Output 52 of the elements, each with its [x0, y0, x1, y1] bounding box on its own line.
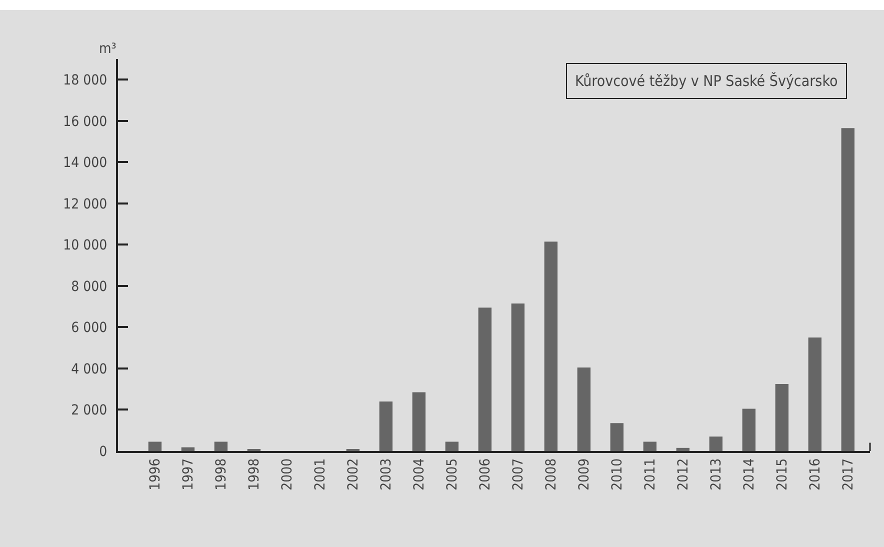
x-tick-label: 2007 — [510, 458, 526, 490]
x-tick-label: 2005 — [444, 458, 460, 490]
bar — [148, 442, 162, 451]
x-tick-label: 1998 — [246, 458, 262, 490]
x-tick-label: 2000 — [279, 458, 296, 490]
y-axis-title: m³ — [99, 41, 116, 57]
x-tick-label: 2004 — [411, 458, 428, 490]
x-tick-label: 2013 — [708, 458, 724, 490]
bar — [544, 242, 558, 451]
y-tick-label: 14 000 — [63, 155, 108, 172]
y-tick-label: 2 000 — [71, 402, 108, 419]
bar — [709, 436, 722, 451]
bar — [478, 308, 492, 451]
bar — [841, 128, 854, 451]
bar — [214, 442, 228, 451]
bar — [181, 447, 195, 451]
y-tick-label: 8 000 — [71, 278, 108, 295]
bar — [775, 384, 788, 451]
bar — [577, 367, 591, 451]
y-tick-label: 12 000 — [63, 196, 108, 212]
x-tick-label: 2012 — [675, 458, 692, 490]
x-tick-label: 2011 — [642, 458, 658, 490]
x-tick-label: 2015 — [774, 458, 790, 490]
y-tick-label: 18 000 — [63, 72, 108, 89]
bar — [511, 303, 525, 451]
x-tick-label: 2016 — [807, 458, 824, 490]
x-tick-label: 2001 — [312, 458, 328, 490]
y-tick-label: 6 000 — [71, 320, 108, 336]
y-tick-label: 0 — [99, 444, 108, 460]
x-tick-label: 2003 — [378, 458, 394, 490]
bar — [610, 423, 624, 451]
bar — [445, 442, 459, 451]
bar — [412, 392, 426, 451]
y-tick-label: 4 000 — [71, 361, 108, 378]
x-tick-label: 1997 — [180, 458, 196, 490]
x-tick-label: 2002 — [345, 458, 362, 490]
bar — [742, 408, 756, 451]
bar — [379, 401, 393, 451]
x-tick-label: 2008 — [543, 458, 560, 490]
bar — [676, 448, 690, 451]
bar — [643, 442, 657, 451]
text: Kůrovcové těžby v NP Saské Švýcarsko — [575, 72, 838, 90]
x-tick-label: 2017 — [840, 458, 856, 490]
x-tick-label: 2010 — [609, 458, 626, 490]
x-tick-label: 1998 — [214, 458, 230, 490]
y-tick-label: 16 000 — [63, 114, 108, 130]
y-tick-label: 10 000 — [63, 238, 108, 254]
x-tick-label: 2009 — [576, 458, 592, 490]
x-tick-label: 2014 — [741, 458, 758, 490]
bar — [808, 338, 822, 451]
x-tick-label: 2006 — [477, 458, 494, 490]
x-tick-label: 1996 — [148, 458, 164, 490]
